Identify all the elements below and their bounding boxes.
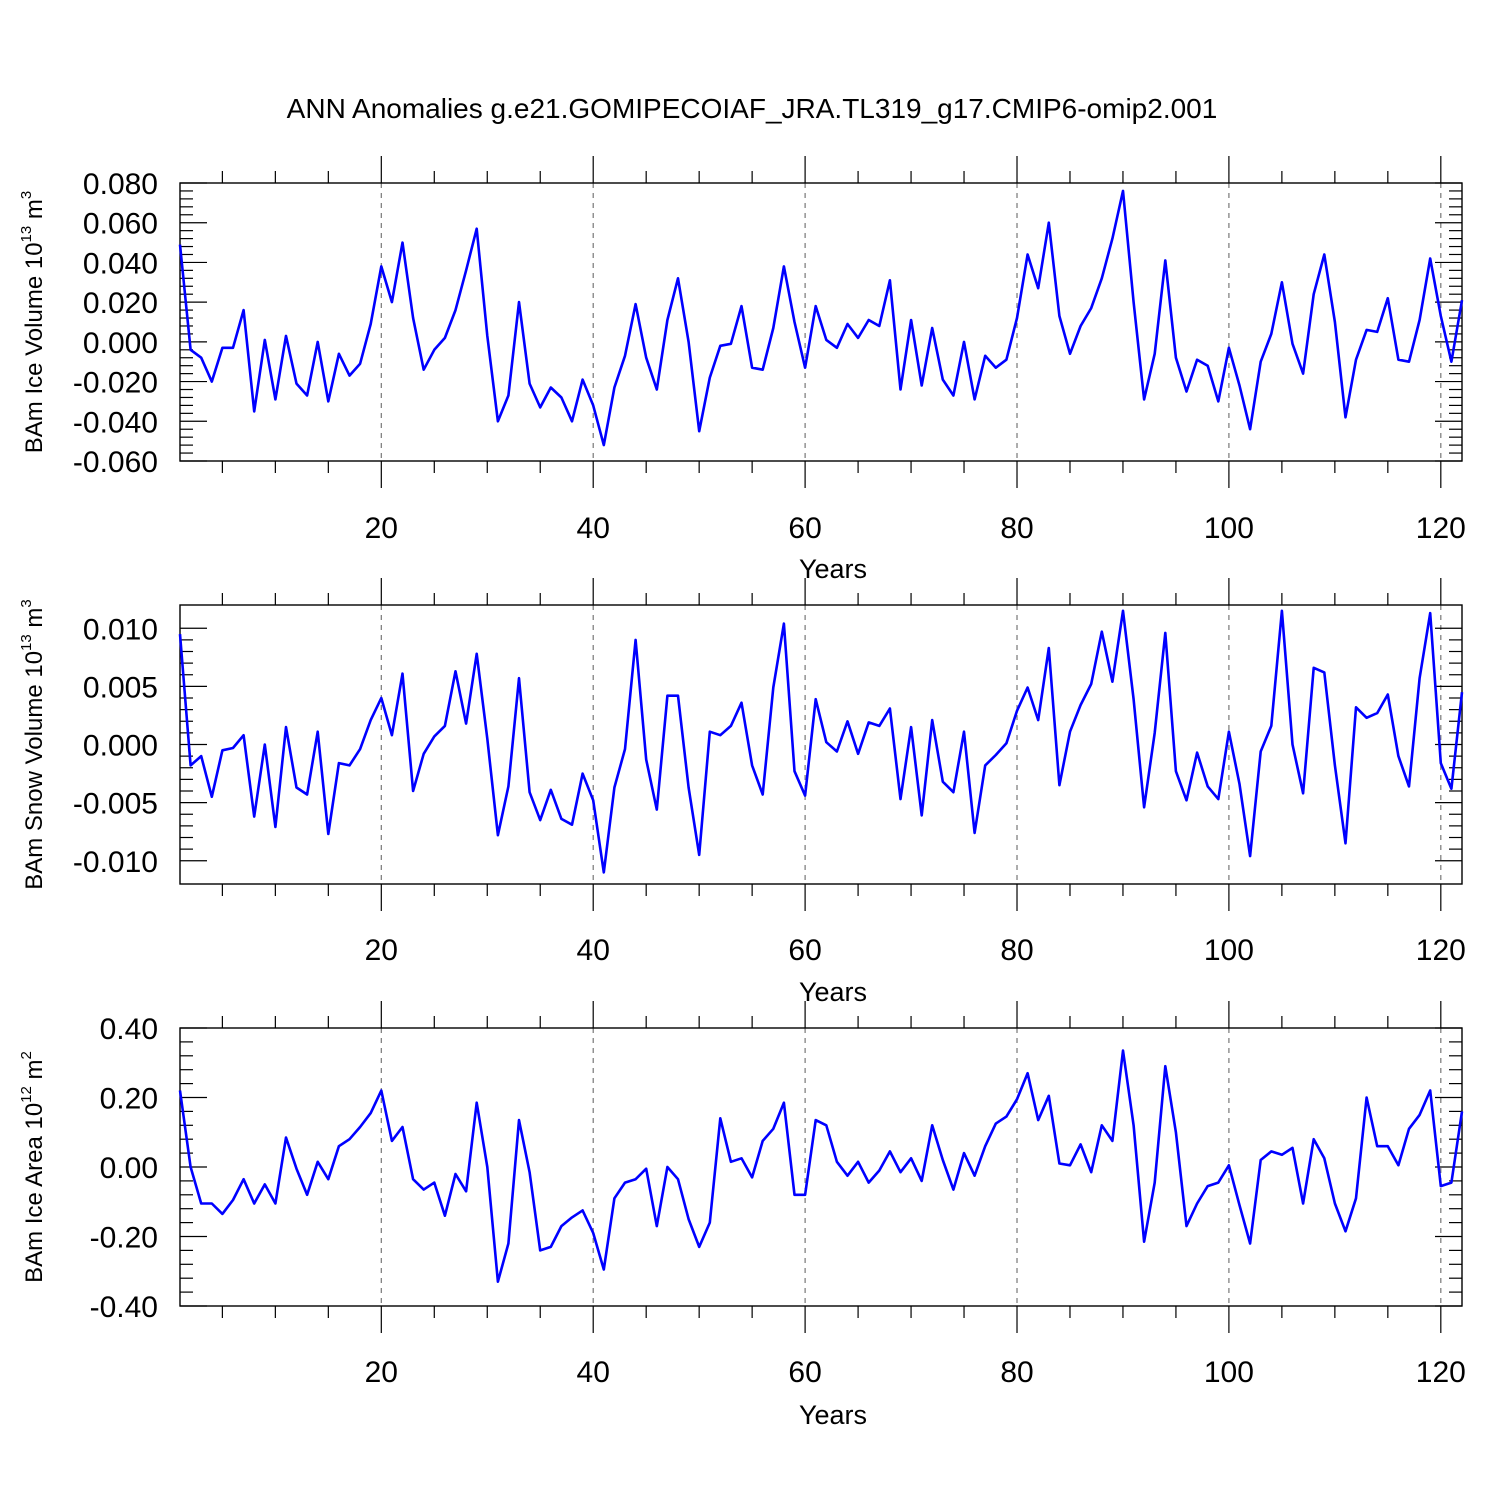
series-line [178,1049,1464,1283]
x-tick-label: 60 [788,934,821,967]
y-label-exponent: 13 [18,634,35,651]
y-tick-label: 0.20 [100,1083,158,1116]
y-label-unit-exponent: 2 [18,1051,35,1059]
x-tick-label: 80 [1000,934,1033,967]
x-tick-label: 20 [365,1356,398,1389]
x-axis-label: Years [799,554,867,584]
panel-1: 20 40 60 80 100 120 -0.060 -0.040 -0.020 0.000 0.0… [18,156,1466,584]
series-line [178,189,1464,447]
y-tick-label: -0.005 [73,788,158,821]
x-tick-label: 80 [1000,512,1033,545]
x-tick-label: 120 [1416,512,1466,545]
y-tick-label: 0.00 [100,1152,158,1185]
x-tick-label: 60 [788,1356,821,1389]
y-tick-label: -0.040 [73,406,158,439]
y-tick-label: 0.40 [100,1013,158,1046]
y-tick-label: 0.000 [83,327,158,360]
x-tick-label: 100 [1204,512,1254,545]
figure-title: ANN Anomalies g.e21.GOMIPECOIAF_JRA.TL31… [287,93,1218,124]
y-label-text: BAm Ice Volume 10 [21,242,48,453]
x-tick-label: 120 [1416,934,1466,967]
plot-frame [179,182,1463,462]
x-tick-label: 40 [577,512,610,545]
series-line [178,609,1464,874]
y-label-unit: m [21,608,48,635]
panel-2: 20 40 60 80 100 120 -0.010 -0.005 0.000 0.005 0.01… [18,578,1466,1007]
x-tick-label: 40 [577,934,610,967]
y-label-unit-exponent: 3 [18,599,35,607]
y-tick-label: -0.40 [90,1291,158,1324]
y-tick-label: -0.010 [73,846,158,879]
y-tick-label: 0.040 [83,247,158,280]
y-label-unit-exponent: 3 [18,191,35,199]
y-label-text: BAm Snow Volume 10 [21,651,48,890]
plot-frame [179,1027,1463,1307]
y-axis-label: BAm Snow Volume 1013 m3 [18,599,48,890]
y-axis-label: BAm Ice Area 1012 m2 [18,1051,48,1283]
x-tick-label: 100 [1204,1356,1254,1389]
y-tick-label: -0.060 [73,446,158,479]
y-label-unit: m [21,199,48,226]
x-tick-label: 100 [1204,934,1254,967]
y-tick-label: -0.20 [90,1222,158,1255]
x-tick-label: 120 [1416,1356,1466,1389]
x-tick-label: 20 [365,512,398,545]
y-tick-label: 0.000 [83,730,158,763]
y-tick-label: 0.060 [83,208,158,241]
x-axis-label: Years [799,1400,867,1430]
y-label-exponent: 12 [18,1086,35,1103]
x-tick-label: 80 [1000,1356,1033,1389]
y-tick-label: 0.010 [83,613,158,646]
panels: 20 40 60 80 100 120 -0.060 -0.040 -0.020 0.000 0.0… [18,156,1466,1430]
y-tick-label: 0.020 [83,287,158,320]
plot-frame [179,604,1463,885]
y-label-exponent: 13 [18,226,35,243]
x-tick-label: 60 [788,512,821,545]
y-tick-label: 0.005 [83,671,158,704]
y-label-text: BAm Ice Area 10 [21,1103,48,1283]
x-tick-label: 20 [365,934,398,967]
panel-3: 20 40 60 80 100 120 -0.40 -0.20 0.00 0.20 0.40 Year… [18,1001,1466,1430]
x-tick-label: 40 [577,1356,610,1389]
y-tick-label: -0.020 [73,367,158,400]
y-tick-label: 0.080 [83,168,158,201]
y-axis-label: BAm Ice Volume 1013 m3 [18,191,48,453]
y-label-unit: m [21,1059,48,1086]
x-axis-label: Years [799,977,867,1007]
